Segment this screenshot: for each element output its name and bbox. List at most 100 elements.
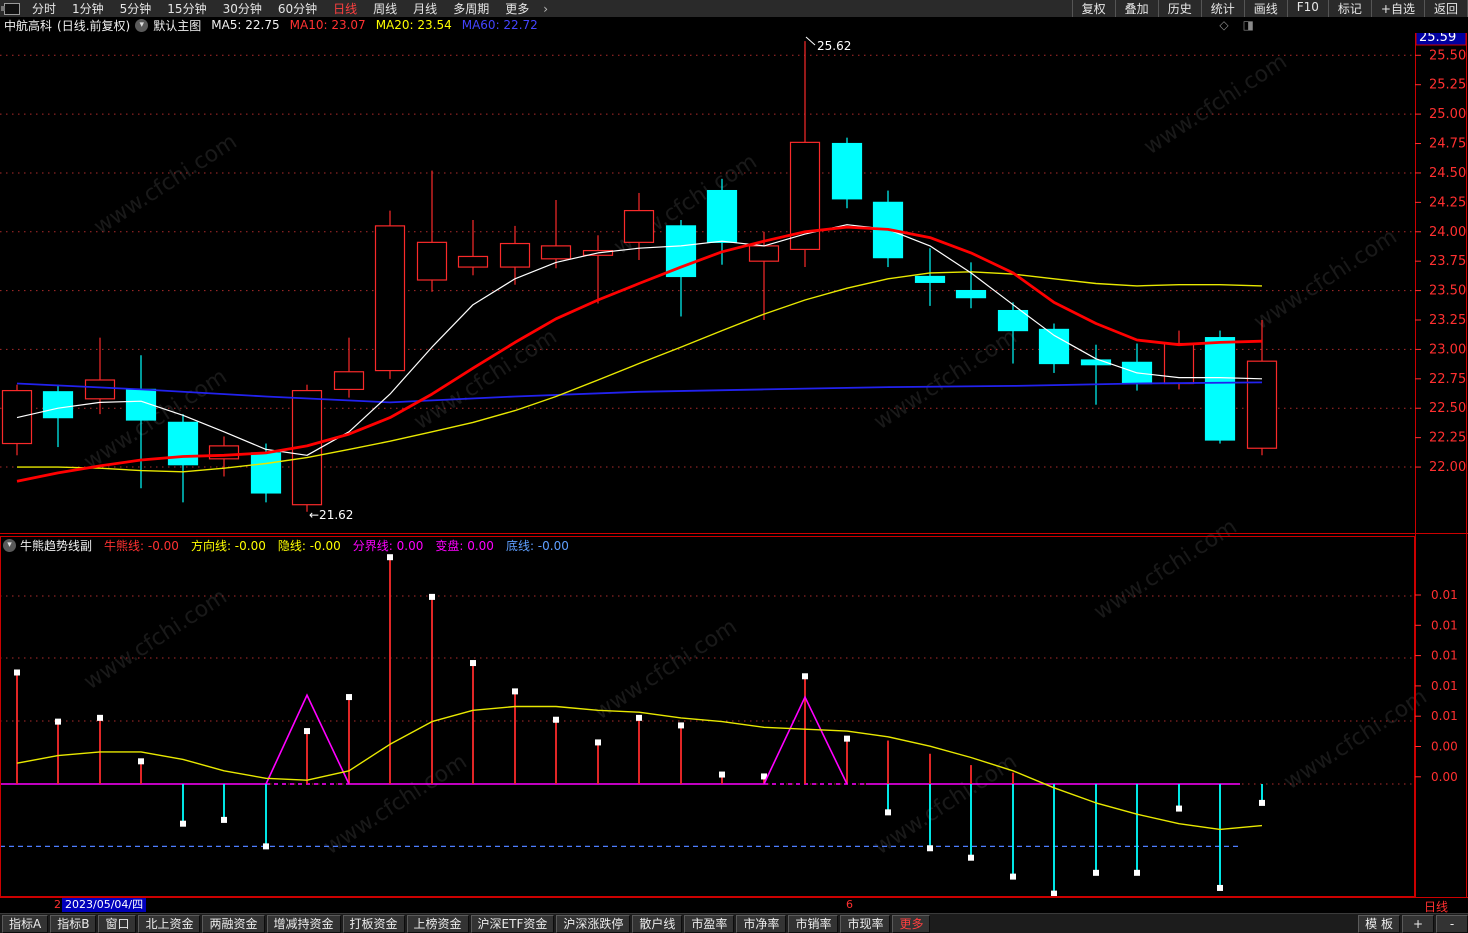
window-layout-icon[interactable] <box>1 2 20 15</box>
chevron-down-icon[interactable]: ▾ <box>3 538 16 552</box>
period-tab-日线[interactable]: 日线 <box>333 2 358 16</box>
spike-marker <box>844 735 850 742</box>
bottom-tab-窗口[interactable]: 窗口 <box>98 915 137 933</box>
sub-indicator-header: ▾ 牛熊趋势线副 牛熊线: -0.00 方向线: -0.00 隐线: -0.00 分界… <box>3 537 569 553</box>
bottom-tab-北上资金[interactable]: 北上资金 <box>138 915 201 933</box>
chevron-right-icon[interactable]: › <box>543 1 549 16</box>
period-tab-1分钟[interactable]: 1分钟 <box>72 2 104 16</box>
bottom-action-模 板[interactable]: 模 板 <box>1358 915 1400 933</box>
bottom-tab-沪深ETF资金[interactable]: 沪深ETF资金 <box>470 915 555 933</box>
split-square-icon[interactable]: ◨ <box>1242 18 1254 32</box>
watermark: www.cfchi.com <box>1140 49 1292 160</box>
sub-panel-border <box>0 536 1415 897</box>
period-toolbar: 分时 1分钟 5分钟 15分钟 30分钟 60分钟 日线 周线 月线 多周期 更多 › 复权 叠加 历史… <box>0 0 1468 17</box>
candle-body <box>499 242 531 268</box>
period-tab-分时[interactable]: 分时 <box>32 2 57 16</box>
ma-values: MA5: 22.75 MA10: 23.07 MA20: 23.54 MA60: 22… <box>201 18 538 32</box>
period-label: 日线 <box>1424 900 1449 914</box>
candle-body <box>831 142 863 200</box>
bottom-tab-散户线[interactable]: 散户线 <box>632 915 683 933</box>
spike-marker <box>1010 873 1016 880</box>
low-price-annotation: ←21.62 <box>309 508 353 522</box>
candle-body <box>997 309 1029 332</box>
bottom-tab-市净率[interactable]: 市净率 <box>736 915 787 933</box>
toolbar-buttons: 复权 叠加 历史 统计 画线 F10 标记 +自选 返回 <box>1071 0 1468 17</box>
info-bar: 中航高科 (日线.前复权) ▾ 默认主图 MA5: 22.75 MA10: 23.… <box>0 17 1468 33</box>
period-tab-5分钟[interactable]: 5分钟 <box>119 2 152 16</box>
toolbar-button-统计[interactable]: 统计 <box>1200 0 1244 17</box>
price-axis-label: 23.25 <box>1429 313 1466 328</box>
bottom-tab-增减持资金[interactable]: 增减持资金 <box>266 915 341 933</box>
ma-value-label: MA5: 22.75 <box>211 18 280 32</box>
price-axis-label: 23.00 <box>1429 342 1466 357</box>
candle-body <box>914 275 946 283</box>
period-tab-60分钟[interactable]: 60分钟 <box>277 2 318 16</box>
spike-marker <box>1093 869 1099 876</box>
bottom-tab-指标B[interactable]: 指标B <box>50 915 97 933</box>
period-tab-周线[interactable]: 周线 <box>373 2 398 16</box>
toolbar-button-标记[interactable]: 标记 <box>1327 0 1371 17</box>
spike-marker <box>968 854 974 861</box>
spike-marker <box>470 660 476 667</box>
watermark: www.cfchi.com <box>1250 224 1402 335</box>
candle-body <box>748 245 780 262</box>
indicator-value-label: 隐线: -0.00 <box>277 538 341 553</box>
watermark: www.cfchi.com <box>870 324 1022 435</box>
toolbar-button-叠加[interactable]: 叠加 <box>1114 0 1158 17</box>
price-axis-label: 22.00 <box>1429 460 1466 475</box>
bottom-action-+[interactable]: + <box>1402 915 1434 933</box>
period-tab-月线[interactable]: 月线 <box>413 2 438 16</box>
watermark: www.cfchi.com <box>320 749 472 860</box>
candle-body <box>250 452 282 494</box>
crosshair-date-label: 2023/05/04/四 <box>62 898 147 912</box>
toolbar-button-返回[interactable]: 返回 <box>1423 0 1468 17</box>
current-price-label: 25.59 <box>1419 30 1456 45</box>
direction-line <box>16 705 1263 831</box>
period-tab-多周期[interactable]: 多周期 <box>453 2 490 16</box>
price-axis-label: 23.50 <box>1429 284 1466 299</box>
ma-line <box>16 381 1263 404</box>
stock-mode: (日线.前复权) <box>57 18 131 33</box>
toolbar-button-复权[interactable]: 复权 <box>1071 0 1115 17</box>
indicator-axis-label: 0.01 <box>1431 679 1458 693</box>
bottom-tab-市销率[interactable]: 市销率 <box>788 915 839 933</box>
sub-indicator-values: 牛熊线: -0.00 方向线: -0.00 隐线: -0.00 分界线: 0.00 变盘… <box>92 537 569 554</box>
price-axis-label: 25.00 <box>1429 107 1466 122</box>
bottom-tab-市现率[interactable]: 市现率 <box>840 915 891 933</box>
period-tab-更多[interactable]: 更多 <box>505 2 530 16</box>
toolbar-button-历史[interactable]: 历史 <box>1157 0 1201 17</box>
candle-body <box>1038 328 1070 365</box>
candle-body <box>665 225 697 278</box>
bottom-action--[interactable]: - <box>1436 915 1468 933</box>
candle-body <box>416 241 448 281</box>
spike-marker <box>263 843 269 850</box>
spike-marker <box>1217 884 1223 891</box>
spike-marker <box>761 773 767 780</box>
indicator-value-label: 变盘: 0.00 <box>435 538 494 553</box>
main-chart-label: 默认主图 <box>153 18 202 33</box>
bottom-tab-两融资金[interactable]: 两融资金 <box>202 915 265 933</box>
bottom-tab-市盈率[interactable]: 市盈率 <box>684 915 735 933</box>
indicator-axis-label: 0.01 <box>1431 618 1458 632</box>
period-tab-30分钟[interactable]: 30分钟 <box>222 2 262 16</box>
bottom-tab-打板资金[interactable]: 打板资金 <box>342 915 405 933</box>
toolbar-button-画线[interactable]: 画线 <box>1243 0 1287 17</box>
toolbar-button-F10[interactable]: F10 <box>1286 0 1328 17</box>
ma-value-label: MA10: 23.07 <box>289 18 366 32</box>
price-axis-label: 24.25 <box>1429 195 1466 210</box>
chevron-down-icon[interactable]: ▾ <box>135 18 149 32</box>
bottom-tab-指标A[interactable]: 指标A <box>2 915 49 933</box>
period-tab-15分钟[interactable]: 15分钟 <box>167 2 207 16</box>
candle-body <box>540 245 572 260</box>
toolbar-button-+自选[interactable]: +自选 <box>1370 0 1424 17</box>
diamond-icon[interactable]: ◇ <box>1219 18 1229 32</box>
price-axis-label: 22.75 <box>1429 372 1466 387</box>
bottom-tab-上榜资金[interactable]: 上榜资金 <box>406 915 469 933</box>
high-price-annotation: 25.62 <box>817 39 851 53</box>
bottom-tab-沪深涨跌停[interactable]: 沪深涨跌停 <box>556 915 631 933</box>
candle-body <box>42 391 74 419</box>
bottom-tab-更多[interactable]: 更多 <box>892 915 931 933</box>
axis-month-marker: 2 <box>54 898 61 911</box>
